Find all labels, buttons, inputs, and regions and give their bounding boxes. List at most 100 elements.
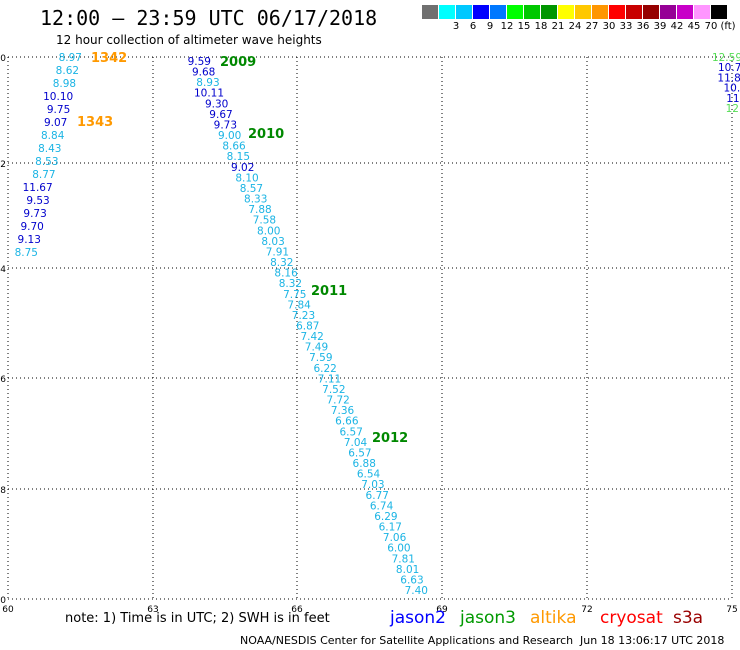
wave-height-label: 6.88 <box>353 458 376 470</box>
longitude-tick-label: 66 <box>291 605 303 615</box>
latitude-tick-label: -28 <box>0 486 6 496</box>
color-swatch <box>490 5 507 19</box>
wave-height-label: 10.7 <box>718 62 740 74</box>
latitude-tick-label: -24 <box>0 265 6 275</box>
wave-height-label: 11.8 <box>717 72 740 84</box>
wave-height-label: 7.88 <box>248 204 271 216</box>
wave-height-label: 6.57 <box>348 447 371 459</box>
mission-legend-cryosat: cryosat <box>600 608 663 628</box>
map-ticks: 60 63 66 69 72 75 -20 -22 -24 -26 -28 -30 <box>0 54 738 615</box>
wave-height-label: 10.11 <box>194 88 224 100</box>
wave-height-label: 10.10 <box>43 91 73 103</box>
pass-time-label: 2009 <box>220 55 256 70</box>
wave-height-label: 6.63 <box>400 574 423 586</box>
wave-height-label: 9.30 <box>205 98 228 110</box>
map-note: note: 1) Time is in UTC; 2) SWH is in fe… <box>65 611 330 626</box>
color-swatch <box>524 5 541 19</box>
color-swatch <box>541 5 558 19</box>
color-scale-label: 24 <box>568 21 582 32</box>
altimeter-tracks: 8.978.628.9810.109.759.078.848.438.538.7… <box>15 52 740 597</box>
wave-height-label: 8.32 <box>270 257 293 269</box>
color-swatch <box>643 5 660 19</box>
wave-height-label: 8.98 <box>53 78 76 90</box>
color-scale-label: 42 <box>670 21 684 32</box>
wave-height-label: 6.77 <box>366 490 389 502</box>
wave-height-label: 8.57 <box>240 183 263 195</box>
longitude-tick-label: 60 <box>2 605 14 615</box>
wave-height-label: 7.72 <box>326 395 349 407</box>
wave-height-label: 8.75 <box>15 247 38 259</box>
wave-height-label: 6.87 <box>296 321 319 333</box>
wave-height-label: 8.01 <box>396 564 419 576</box>
color-swatch <box>507 5 524 19</box>
longitude-tick-label: 72 <box>581 605 592 615</box>
latitude-tick-label: -26 <box>0 375 6 385</box>
wave-height-label: 7.49 <box>305 342 328 354</box>
wave-height-label: 6.29 <box>374 511 397 523</box>
wave-height-label: 8.00 <box>257 225 280 237</box>
color-scale-label: 33 <box>619 21 633 32</box>
wave-height-label: 7.58 <box>253 215 276 227</box>
wave-height-label: 9.70 <box>20 221 43 233</box>
wave-height-label: 7.42 <box>300 331 323 343</box>
wave-height-label: 8.15 <box>227 151 250 163</box>
wave-height-label: 8.03 <box>261 236 284 248</box>
mission-legend-jason2: jason2 <box>390 608 446 628</box>
wave-height-label: 7.40 <box>405 585 428 597</box>
pass-time-label: 2011 <box>311 284 347 299</box>
wave-height-label: 6.57 <box>340 426 363 438</box>
wave-height-label: 8.97 <box>59 52 82 64</box>
color-scale-label: 36 <box>636 21 650 32</box>
mission-legend-s3a: s3a <box>673 608 704 628</box>
wave-height-label: 7.59 <box>309 352 332 364</box>
wave-height-label: 10. <box>723 83 740 95</box>
wave-height-label: 8.53 <box>35 156 58 168</box>
wave-height-label: 9.13 <box>18 234 41 246</box>
latitude-tick-label: -20 <box>0 54 6 64</box>
generation-timestamp: Jun 18 13:06:17 UTC 2018 <box>580 634 725 647</box>
wave-height-label: 8.77 <box>32 169 55 181</box>
wave-height-label: 12.59 <box>712 52 740 64</box>
wave-height-label: 9.73 <box>214 119 237 131</box>
pass-time-label: 2010 <box>248 127 284 142</box>
wave-height-label: 9.75 <box>47 104 70 116</box>
wave-height-label: 6.22 <box>313 363 336 375</box>
wave-height-label: 9.53 <box>26 195 49 207</box>
color-swatch <box>439 5 456 19</box>
wave-height-label: 9.68 <box>192 67 215 79</box>
wave-height-label: 9.07 <box>44 117 67 129</box>
pass-time-label: 1343 <box>77 115 113 130</box>
color-swatch <box>711 5 728 19</box>
color-scale-label: 39 <box>653 21 667 32</box>
wave-height-label: 9.67 <box>209 109 232 121</box>
color-scale-label: 30 <box>602 21 616 32</box>
color-swatch <box>592 5 609 19</box>
wave-height-label: 7.75 <box>283 289 306 301</box>
wave-height-label: 8.10 <box>235 172 258 184</box>
color-scale-label: 45 <box>687 21 701 32</box>
color-swatch <box>473 5 490 19</box>
wave-height-label: 7.52 <box>322 384 345 396</box>
wave-height-label: 7.23 <box>292 310 315 322</box>
wave-height-label: 7.04 <box>344 437 368 449</box>
color-swatch <box>575 5 592 19</box>
wave-height-label: 8.16 <box>274 268 298 280</box>
wave-height-label: 9.02 <box>231 162 254 174</box>
color-scale-label: 12 <box>500 21 514 32</box>
color-scale-label: 6 <box>469 21 477 32</box>
color-swatch <box>456 5 473 19</box>
pass-time-labels: 1342 1343 2009 2010 2011 2012 <box>77 51 408 446</box>
color-scale-label: 21 <box>551 21 565 32</box>
pass-time-label: 2012 <box>372 431 408 446</box>
map-grid <box>7 56 733 600</box>
wave-height-label: 8.33 <box>244 194 267 206</box>
color-scale-label: 9 <box>486 21 494 32</box>
mission-legend-jason3: jason3 <box>460 608 516 628</box>
wave-height-label: 8.62 <box>56 65 79 77</box>
wave-height-label: 12 <box>726 103 739 115</box>
color-swatch <box>660 5 677 19</box>
wave-height-label: 8.84 <box>41 130 65 142</box>
wave-height-label: 7.81 <box>392 553 415 565</box>
wave-height-label: 11 <box>726 93 739 105</box>
